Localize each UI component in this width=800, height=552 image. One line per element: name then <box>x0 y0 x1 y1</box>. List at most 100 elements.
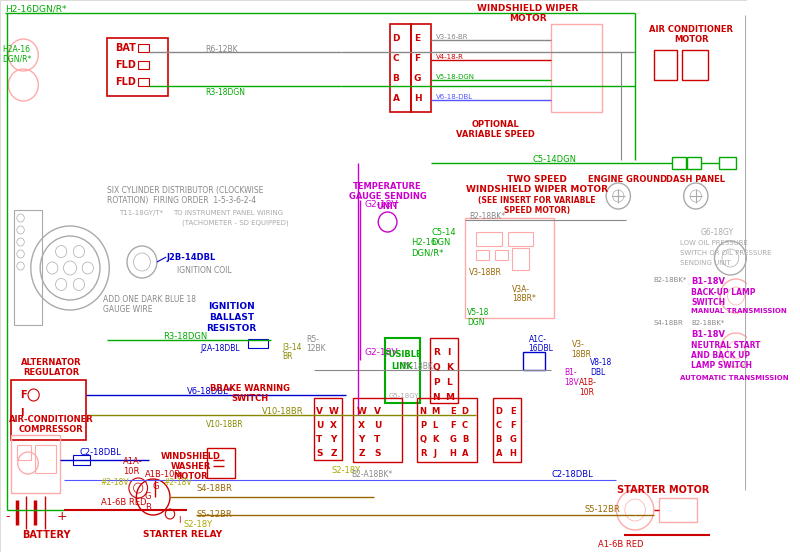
Text: Z: Z <box>330 449 337 458</box>
Text: COMPRESSOR: COMPRESSOR <box>19 425 84 434</box>
Bar <box>138 61 149 69</box>
Bar <box>551 24 602 112</box>
Text: E: E <box>414 34 421 43</box>
Bar <box>476 250 490 260</box>
Text: V4-18-R: V4-18-R <box>436 54 464 60</box>
Text: S: S <box>374 449 381 458</box>
Text: H2-16: H2-16 <box>411 238 436 247</box>
Text: T: T <box>374 435 381 444</box>
Text: AIR CONDITIONER: AIR CONDITIONER <box>649 25 733 34</box>
Bar <box>17 445 31 460</box>
Bar <box>353 398 402 462</box>
Text: DGN: DGN <box>467 318 485 327</box>
Text: G: G <box>152 482 158 491</box>
Text: TWO SPEED: TWO SPEED <box>507 175 567 184</box>
Text: FUSIBLE: FUSIBLE <box>383 350 422 359</box>
Text: J2A-18DBL: J2A-18DBL <box>201 344 241 353</box>
Text: LAMP SWITCH: LAMP SWITCH <box>691 361 752 370</box>
Text: A: A <box>495 449 502 458</box>
Text: 16DBL: 16DBL <box>529 344 554 353</box>
Bar <box>390 24 411 112</box>
Text: VARIABLE SPEED: VARIABLE SPEED <box>455 130 534 139</box>
Bar <box>314 398 342 460</box>
Text: DGN/R*: DGN/R* <box>2 54 31 63</box>
Text: V3-18BR: V3-18BR <box>469 268 502 277</box>
Text: R: R <box>420 449 426 458</box>
Text: L: L <box>446 378 452 387</box>
Text: IGNITION: IGNITION <box>208 302 255 311</box>
Text: V6-18DBL*: V6-18DBL* <box>186 387 233 396</box>
Text: H: H <box>450 449 457 458</box>
Text: C: C <box>462 421 468 430</box>
Text: V6-18-DBL: V6-18-DBL <box>436 94 474 100</box>
Text: F: F <box>21 390 27 400</box>
Text: R: R <box>433 348 440 357</box>
Text: (TACHOMETER - SD EQUIPPED): (TACHOMETER - SD EQUIPPED) <box>182 219 289 226</box>
Text: DASH PANEL: DASH PANEL <box>666 175 726 184</box>
Text: B: B <box>393 74 399 83</box>
Text: C: C <box>393 54 399 63</box>
Bar <box>138 78 149 86</box>
Text: A: A <box>393 94 399 103</box>
Text: #2-18V: #2-18V <box>163 478 192 487</box>
Text: MOTOR: MOTOR <box>509 14 546 23</box>
Text: R5-: R5- <box>306 335 319 344</box>
Text: ROTATION)  FIRING ORDER  1-5-3-6-2-4: ROTATION) FIRING ORDER 1-5-3-6-2-4 <box>107 196 257 205</box>
Text: V5-18: V5-18 <box>467 308 490 317</box>
Text: S2-18Y: S2-18Y <box>183 520 212 529</box>
Bar <box>465 218 554 318</box>
Bar <box>495 250 508 260</box>
Text: MANUAL TRANSMISSION: MANUAL TRANSMISSION <box>691 308 787 314</box>
Text: TEMPERATURE: TEMPERATURE <box>354 182 422 191</box>
Text: +: + <box>56 510 67 523</box>
Text: F: F <box>414 54 421 63</box>
Text: D: D <box>495 407 502 416</box>
Text: W: W <box>357 407 366 416</box>
Text: V3A-: V3A- <box>512 285 530 294</box>
Text: Q: Q <box>432 363 440 372</box>
Text: C2-18DBL: C2-18DBL <box>79 448 121 457</box>
Text: F: F <box>510 421 515 430</box>
Text: A1B-10R: A1B-10R <box>145 470 181 479</box>
Text: V: V <box>316 407 323 416</box>
Text: H2A-16: H2A-16 <box>2 45 30 54</box>
Text: U: U <box>316 421 323 430</box>
Text: SPEED MOTOR): SPEED MOTOR) <box>504 206 570 215</box>
Text: MOTOR: MOTOR <box>174 472 208 481</box>
Text: SENDING UNIT: SENDING UNIT <box>680 260 730 266</box>
Text: SIX CYLINDER DISTRIBUTOR (CLOCKWISE: SIX CYLINDER DISTRIBUTOR (CLOCKWISE <box>107 186 264 195</box>
Bar <box>430 338 458 403</box>
Text: DBL: DBL <box>590 368 606 377</box>
Bar <box>682 50 708 80</box>
Text: FLD: FLD <box>115 60 136 70</box>
Text: B2-18BK*: B2-18BK* <box>469 212 505 221</box>
Text: B1-18V: B1-18V <box>691 330 725 339</box>
Text: B: B <box>462 435 468 444</box>
Text: DGN/R*: DGN/R* <box>411 248 443 257</box>
Text: R3-18DGN: R3-18DGN <box>206 88 246 97</box>
Text: S2-18Y: S2-18Y <box>331 466 361 475</box>
Text: BALLAST: BALLAST <box>209 313 254 322</box>
Bar <box>512 248 529 270</box>
Text: TO INSTRUMENT PANEL WIRING: TO INSTRUMENT PANEL WIRING <box>173 210 283 216</box>
Text: W: W <box>329 407 338 416</box>
Text: A: A <box>462 449 468 458</box>
Text: I: I <box>178 516 181 525</box>
Text: E: E <box>510 407 515 416</box>
Text: Y: Y <box>330 435 337 444</box>
Bar <box>687 157 702 169</box>
Text: R3-18DGN: R3-18DGN <box>163 332 208 341</box>
Text: X: X <box>330 421 337 430</box>
Text: H: H <box>414 94 422 103</box>
Text: V3-: V3- <box>571 340 585 349</box>
Text: S5-12BR: S5-12BR <box>196 510 232 519</box>
Text: OPTIONAL: OPTIONAL <box>471 120 519 129</box>
Text: G: G <box>510 435 516 444</box>
Text: T11-18GY/T*: T11-18GY/T* <box>119 210 163 216</box>
Text: S5-12BR: S5-12BR <box>585 505 621 514</box>
Text: G: G <box>414 74 421 83</box>
Text: WINDSHIELD WIPER MOTOR: WINDSHIELD WIPER MOTOR <box>466 185 608 194</box>
Bar <box>207 448 235 478</box>
Text: STARTER RELAY: STARTER RELAY <box>142 530 222 539</box>
Text: REGULATOR: REGULATOR <box>23 368 79 377</box>
